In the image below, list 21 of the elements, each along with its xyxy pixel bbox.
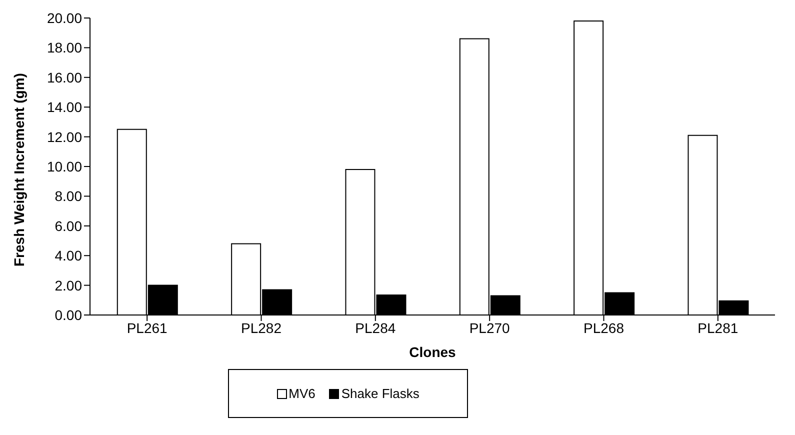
y-tick-label: 10.00 [46,158,82,174]
x-tick-label: PL284 [355,320,396,336]
y-tick-label: 18.00 [46,40,82,56]
y-tick-label: 6.00 [54,218,82,234]
y-tick-label: 8.00 [54,188,82,204]
x-tick-label: PL270 [469,320,510,336]
y-tick-label: 4.00 [54,248,82,264]
x-tick-label: PL268 [584,320,624,336]
x-tick-label: PL282 [241,320,282,336]
legend-label: Shake Flasks [340,386,420,401]
legend-label: MV6 [288,386,316,401]
y-tick-label: 2.00 [54,277,82,294]
x-tick-label: PL261 [126,320,168,336]
y-tick-label: 12.00 [46,128,82,145]
y-tick-label: 20.00 [46,10,82,26]
y-tick-label: 14.00 [46,99,82,116]
x-tick-label: PL281 [698,320,738,336]
y-tick-label: 16.00 [46,69,82,86]
y-axis-title: Fresh Weight Increment (gm) [10,73,27,266]
y-tick-label: 0.00 [54,306,82,323]
x-axis-title: Clones [409,344,456,360]
